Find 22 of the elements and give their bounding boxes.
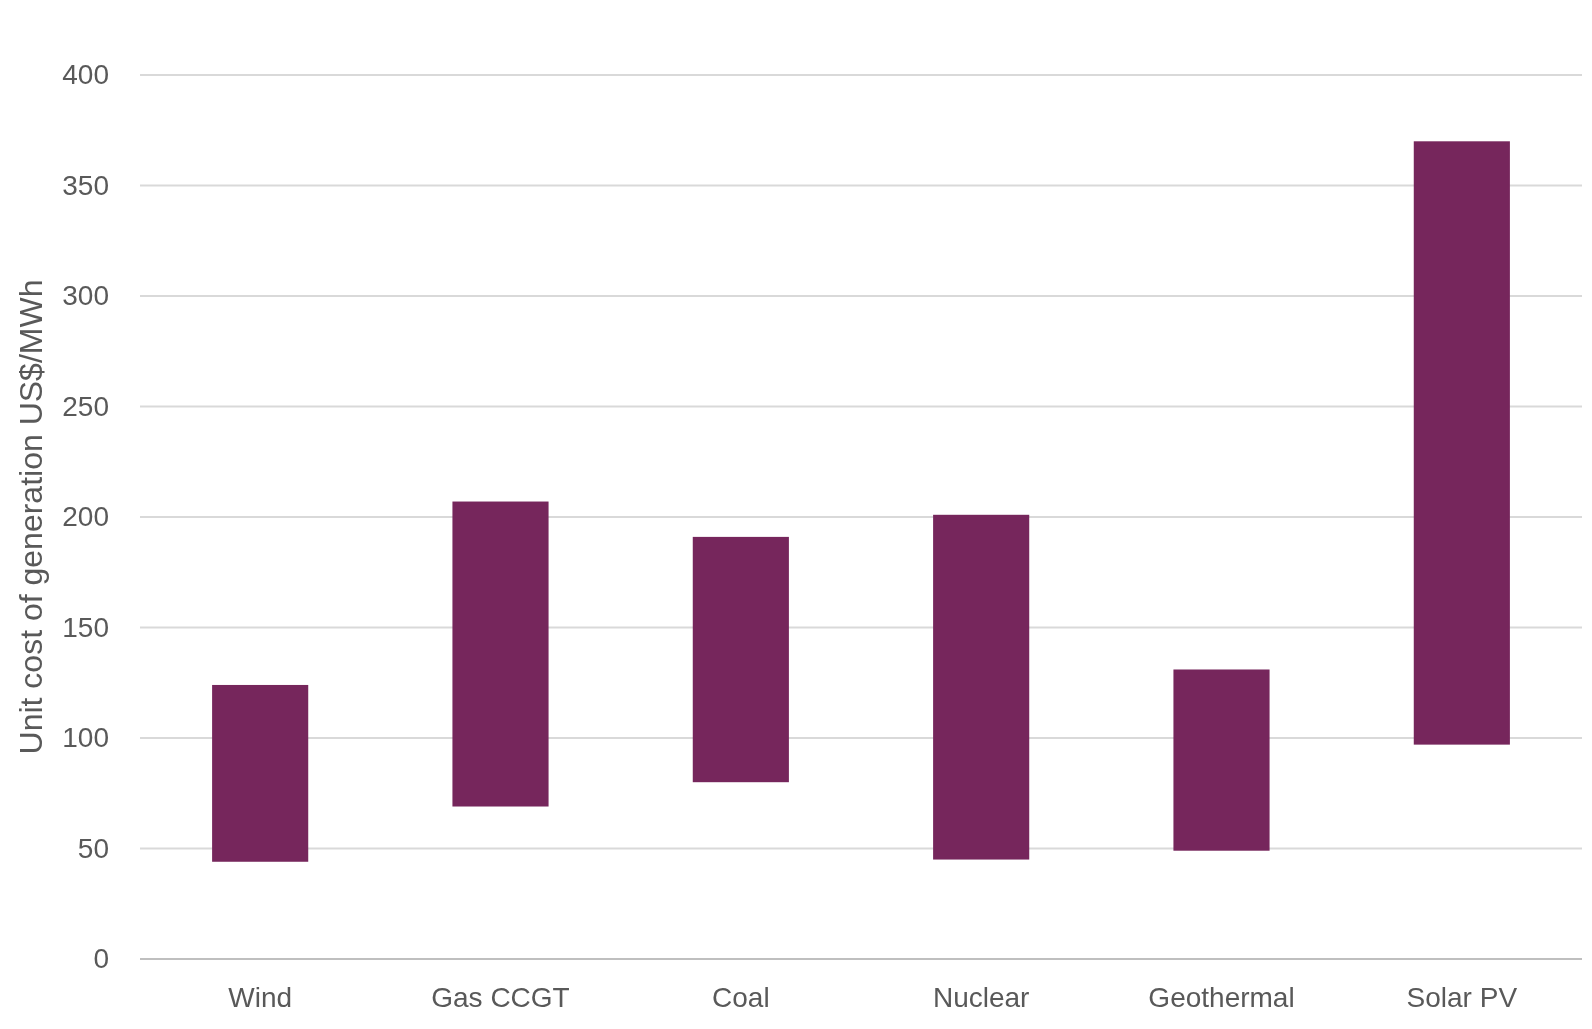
y-tick-label: 200 <box>62 501 109 533</box>
bar <box>933 514 1030 860</box>
x-tick-label: Gas CCGT <box>431 981 570 1013</box>
y-tick-label: 100 <box>62 722 109 754</box>
y-tick-label: 150 <box>62 611 109 643</box>
x-tick-label: Wind <box>228 981 293 1013</box>
x-tick-label: Geothermal <box>1148 981 1295 1013</box>
y-tick-label: 0 <box>93 943 109 975</box>
bar <box>1173 669 1270 851</box>
bar <box>1413 141 1510 745</box>
bar <box>692 536 789 783</box>
bar <box>452 501 549 807</box>
y-tick-label: 400 <box>62 59 109 91</box>
y-tick-label: 50 <box>77 832 109 864</box>
x-tick-label: Solar PV <box>1406 981 1518 1013</box>
y-tick-label: 300 <box>62 280 109 312</box>
y-tick-label: 250 <box>62 390 109 422</box>
x-tick-label: Nuclear <box>932 981 1030 1013</box>
y-tick-label: 350 <box>62 169 109 201</box>
bar <box>212 684 309 862</box>
y-axis-title: Unit cost of generation US$/MWh <box>13 279 49 755</box>
x-tick-label: Coal <box>712 981 770 1013</box>
